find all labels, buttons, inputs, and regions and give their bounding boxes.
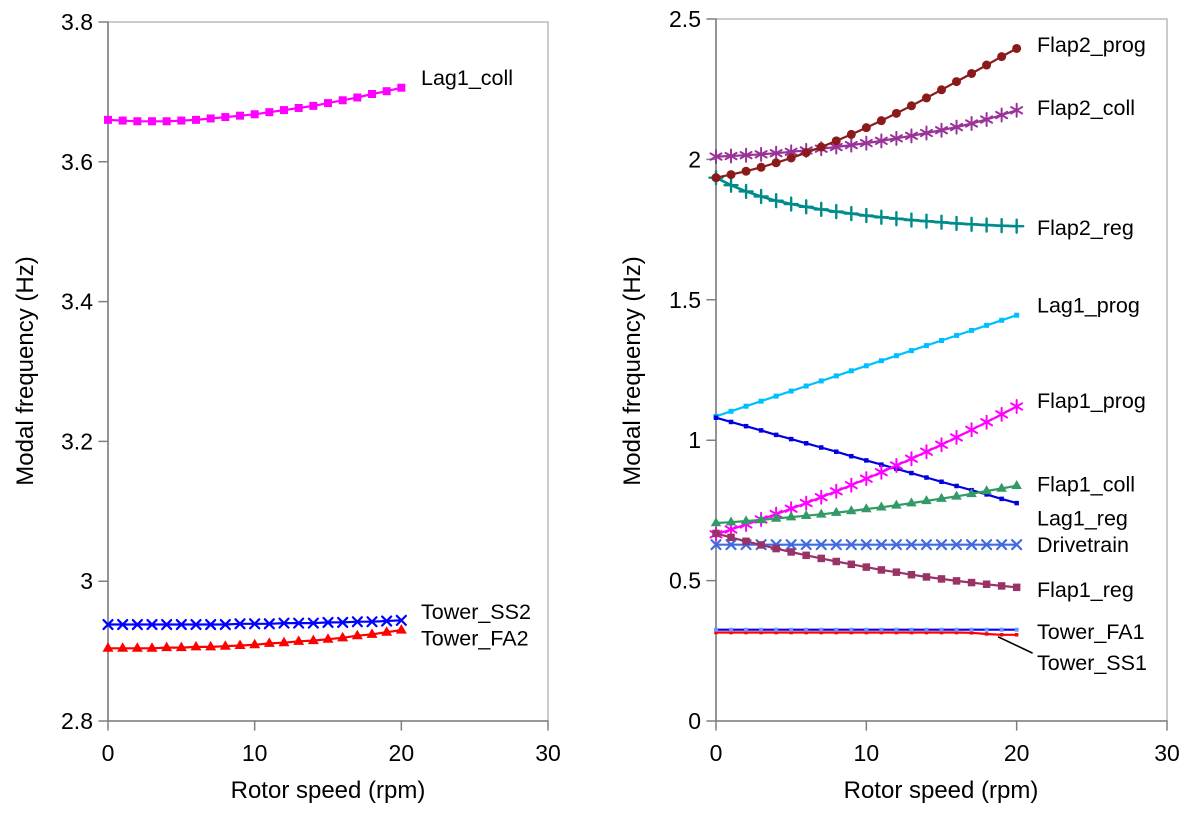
y-tick-label: 2.5: [669, 6, 701, 32]
y-tick-label: 0.5: [669, 568, 701, 594]
series-Tower_FA1: [714, 627, 1019, 632]
left-chart: 3.8 3.6 3.4 3.2 3 2.8 0 10 20 30 Lag1_coll Tower_SS…: [61, 9, 561, 766]
x-tick-label: 0: [102, 740, 115, 766]
series-label-Flap2_reg: Flap2_reg: [1037, 216, 1134, 240]
y-tick-label: 2.8: [61, 708, 93, 734]
series-Lag1_coll: [104, 83, 406, 126]
x-tick-label: 10: [854, 740, 880, 766]
series-Flap1_reg: [712, 529, 1021, 592]
series-label-Tower_FA2: Tower_FA2: [421, 627, 529, 651]
series-Flap2_coll: [709, 102, 1024, 165]
y-tick-label: 0: [688, 708, 701, 734]
y-tick-label: 3: [80, 568, 93, 594]
series-Tower_SS1: [714, 630, 1019, 637]
left-y-axis-title: Modal frequency (Hz): [12, 256, 39, 486]
x-tick-label: 10: [242, 740, 268, 766]
annotation-leader-line-Tower_SS1: [997, 636, 1033, 654]
y-tick-label: 3.8: [61, 9, 93, 35]
right-y-axis-title: Modal frequency (Hz): [619, 256, 646, 486]
series-Flap2_reg: [708, 169, 1025, 234]
series-Tower_SS2: [102, 614, 407, 631]
right-chart: 2.5 2 1.5 1 0.5 00 10 20 30 Flap2_coll Flap2_reg Fl…: [669, 6, 1180, 766]
series-label-Tower_SS2: Tower_SS2: [421, 600, 531, 624]
right-x-axis-title: Rotor speed (rpm): [843, 777, 1039, 804]
series-Flap1_coll: [710, 479, 1022, 527]
series-Flap2_prog: [711, 43, 1022, 183]
series-label-Tower_FA1: Tower_FA1: [1037, 620, 1145, 644]
y-tick-label: 2: [688, 146, 701, 172]
series-label-Flap2_prog: Flap2_prog: [1037, 33, 1146, 57]
y-tick-label: 1.5: [669, 287, 701, 313]
series-label-Flap1_coll: Flap1_coll: [1037, 473, 1135, 497]
series-Lag1_prog: [713, 312, 1020, 419]
left-x-axis-title: Rotor speed (rpm): [230, 777, 426, 804]
series-Tower_FA2: [102, 624, 407, 652]
series-label-Lag1_coll: Lag1_coll: [421, 66, 513, 90]
series-label-Flap2_coll: Flap2_coll: [1037, 96, 1135, 120]
y-tick-label: 3.4: [61, 289, 93, 315]
series-label-Tower_SS1: Tower_SS1: [1037, 651, 1147, 675]
x-tick-label: 0: [710, 740, 723, 766]
series-label-Lag1_prog: Lag1_prog: [1037, 293, 1140, 317]
series-label-Flap1_prog: Flap1_prog: [1037, 389, 1146, 413]
series-label-Lag1_reg: Lag1_reg: [1037, 506, 1128, 530]
y-tick-label: 3.2: [61, 428, 93, 454]
y-tick-label: 3.6: [61, 149, 93, 175]
x-tick-label: 20: [1004, 740, 1030, 766]
series-label-Drivetrain: Drivetrain: [1037, 533, 1129, 557]
x-tick-label: 20: [389, 740, 415, 766]
series-Lag1_reg: [713, 415, 1019, 506]
y-tick-label: 1: [688, 427, 701, 453]
x-tick-label: 30: [1154, 740, 1180, 766]
series-label-Flap1_reg: Flap1_reg: [1037, 578, 1134, 602]
x-tick-label: 30: [535, 740, 561, 766]
